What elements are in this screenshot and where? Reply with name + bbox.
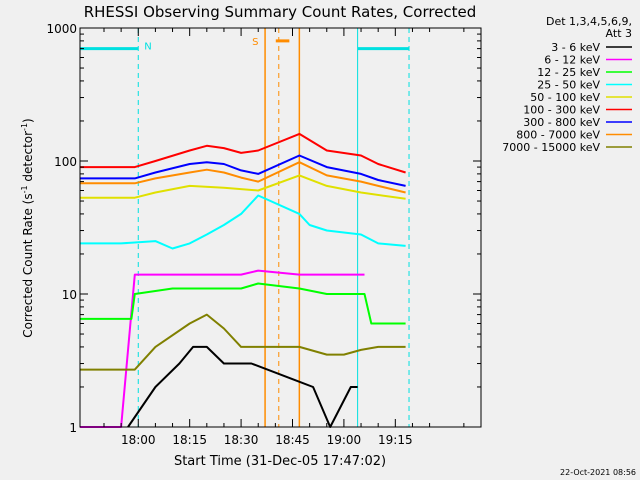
legend-label: 25 - 50 keV bbox=[537, 79, 600, 92]
series-line-7 bbox=[80, 161, 406, 194]
legend-label: 50 - 100 keV bbox=[530, 91, 600, 104]
legend-label: 800 - 7000 keV bbox=[516, 129, 600, 142]
axis-ticks: 1 10 100 1000 18:00 18:15 18:30 18:45 19:00 19:15 bbox=[46, 22, 482, 447]
x-tick-label: 18:00 bbox=[121, 433, 156, 447]
legend-label: 7000 - 15000 keV bbox=[502, 141, 600, 154]
legend-label: 12 - 25 keV bbox=[537, 66, 600, 79]
series-line-0 bbox=[127, 345, 358, 428]
y-axis-label-sup2: -1 bbox=[20, 123, 29, 131]
y-axis-label-main: Corrected Count Rate (s bbox=[21, 193, 35, 337]
saa-label: S bbox=[252, 37, 258, 48]
plot-frame bbox=[79, 27, 482, 428]
x-axis-label: Start Time (31-Dec-05 17:47:02) bbox=[174, 454, 386, 469]
plot-background bbox=[80, 28, 481, 427]
timestamp: 22-Oct-2021 08:56 bbox=[560, 468, 636, 477]
y-axis-label: Corrected Count Rate (s-1 detector-1) bbox=[20, 118, 35, 337]
x-tick-label: 18:15 bbox=[172, 433, 207, 447]
y-tick-label: 10 bbox=[62, 288, 77, 302]
legend-label: 3 - 6 keV bbox=[551, 41, 600, 54]
night-label: N bbox=[144, 42, 151, 53]
x-tick-label: 19:00 bbox=[327, 433, 362, 447]
y-axis-label-mid: detector bbox=[21, 131, 35, 186]
legend-header-1: Det 1,3,4,5,6,9, bbox=[546, 15, 632, 28]
series-line-5 bbox=[80, 132, 406, 174]
y-axis-label-end: ) bbox=[21, 118, 35, 123]
series-line-2 bbox=[80, 282, 406, 325]
y-tick-label: 1000 bbox=[46, 22, 77, 36]
x-tick-label: 19:15 bbox=[378, 433, 413, 447]
y-axis-label-sup1: -1 bbox=[20, 185, 29, 193]
legend-header-2: Att 3 bbox=[606, 27, 632, 40]
series-line-1 bbox=[80, 269, 365, 428]
x-tick-label: 18:30 bbox=[224, 433, 259, 447]
chart-title: RHESSI Observing Summary Count Rates, Co… bbox=[84, 3, 477, 21]
legend-label: 100 - 300 keV bbox=[523, 104, 600, 117]
y-tick-label: 1 bbox=[69, 421, 77, 435]
legend-label: 300 - 800 keV bbox=[523, 116, 600, 129]
x-tick-label: 18:45 bbox=[275, 433, 310, 447]
series-line-3 bbox=[80, 194, 406, 250]
series-line-6 bbox=[80, 154, 406, 187]
series-line-4 bbox=[80, 174, 406, 200]
series-line-8 bbox=[80, 313, 406, 371]
legend-label: 6 - 12 keV bbox=[544, 54, 600, 67]
y-tick-label: 100 bbox=[54, 155, 77, 169]
